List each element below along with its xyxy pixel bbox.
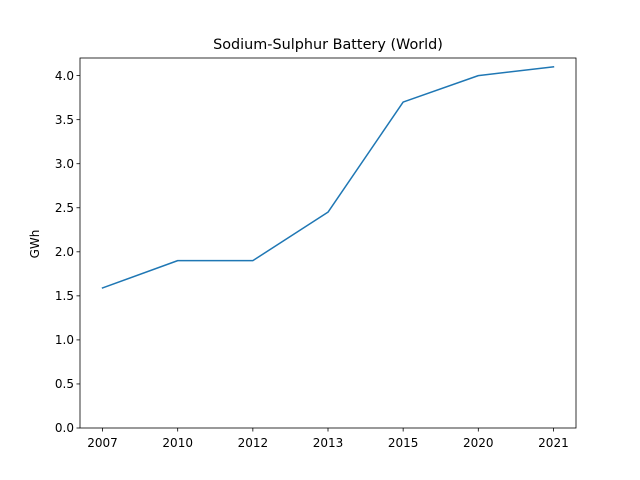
x-tick-label: 2013	[313, 436, 344, 450]
y-tick-label: 0.0	[55, 421, 74, 435]
x-tick-label: 2015	[388, 436, 419, 450]
x-tick-label: 2021	[538, 436, 569, 450]
series-layer	[101, 65, 555, 289]
x-tick-label: 2020	[463, 436, 494, 450]
x-tick-label: 2010	[162, 436, 193, 450]
plot-frame	[79, 57, 577, 429]
chart-title: Sodium-Sulphur Battery (World)	[213, 37, 443, 53]
y-axis-label: GWh	[28, 230, 42, 259]
x-tick-label: 2007	[87, 436, 118, 450]
y-tick-label: 1.0	[55, 333, 74, 347]
y-tick-label: 0.5	[55, 377, 74, 391]
y-tick-label: 4.0	[55, 69, 74, 83]
y-tick-label: 3.0	[55, 157, 74, 171]
series-line	[101, 65, 555, 289]
x-tick-label: 2012	[238, 436, 269, 450]
y-tick-label: 1.5	[55, 289, 74, 303]
axes: 0.0 0.5 1.0 1.5 2.0 2.5 3.0 3.5 4.0 2007 2010 2012 2…	[55, 57, 577, 450]
y-tick-label: 3.5	[55, 113, 74, 127]
y-tick-label: 2.0	[55, 245, 74, 259]
y-tick-label: 2.5	[55, 201, 74, 215]
